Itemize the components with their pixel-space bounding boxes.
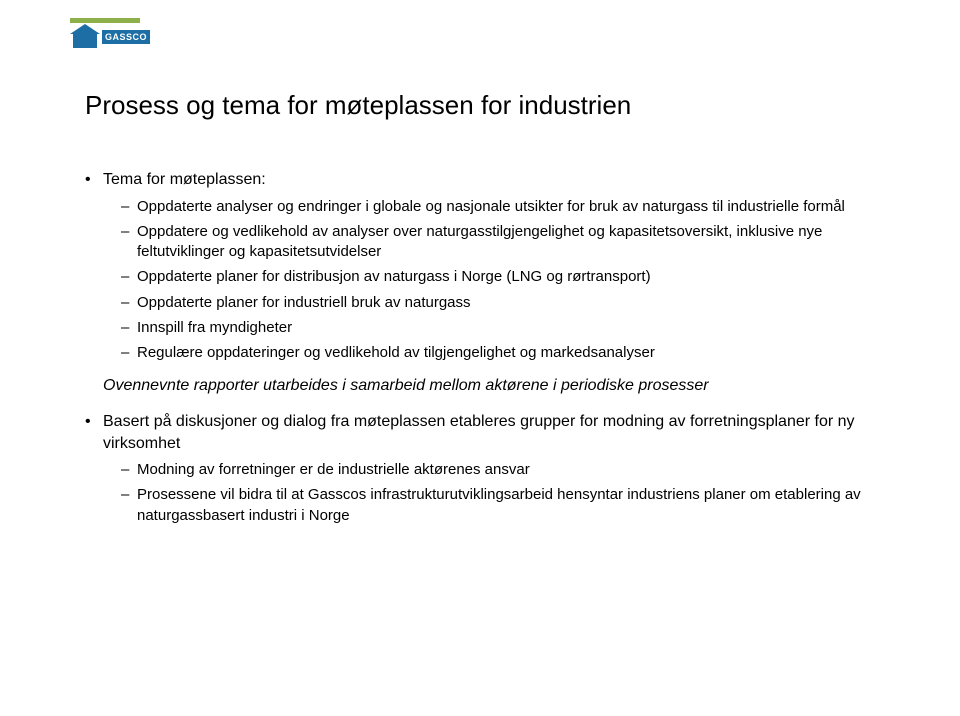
sub-bullet: Prosessene vil bidra til at Gasscos infr…: [121, 485, 875, 526]
logo-brand-text: GASSCO: [102, 30, 150, 44]
bullet-topic-heading: Tema for møteplassen:: [103, 171, 266, 188]
sub-bullet: Modning av forretninger er de industriel…: [121, 460, 875, 480]
sub-bullet: Regulære oppdateringer og vedlikehold av…: [121, 343, 875, 363]
sub-bullet: Oppdatere og vedlikehold av analyser ove…: [121, 222, 875, 263]
italic-note: Ovennevnte rapporter utarbeides i samarb…: [103, 375, 875, 397]
bullet-process: Basert på diskusjoner og dialog fra møte…: [85, 411, 875, 526]
sub-bullet: Innspill fra myndigheter: [121, 318, 875, 338]
slide-content: Prosess og tema for møteplassen for indu…: [85, 90, 875, 538]
bullet-process-heading: Basert på diskusjoner og dialog fra møte…: [103, 413, 855, 452]
logo-bar: [70, 18, 140, 23]
bullet-topic: Tema for møteplassen: Oppdaterte analyse…: [85, 169, 875, 363]
brand-logo: GASSCO: [70, 18, 140, 50]
sub-bullet: Oppdaterte planer for industriell bruk a…: [121, 293, 875, 313]
slide-title: Prosess og tema for møteplassen for indu…: [85, 90, 875, 121]
logo-house-icon: [70, 24, 100, 48]
sub-bullet: Oppdaterte planer for distribusjon av na…: [121, 267, 875, 287]
sub-bullet: Oppdaterte analyser og endringer i globa…: [121, 197, 875, 217]
